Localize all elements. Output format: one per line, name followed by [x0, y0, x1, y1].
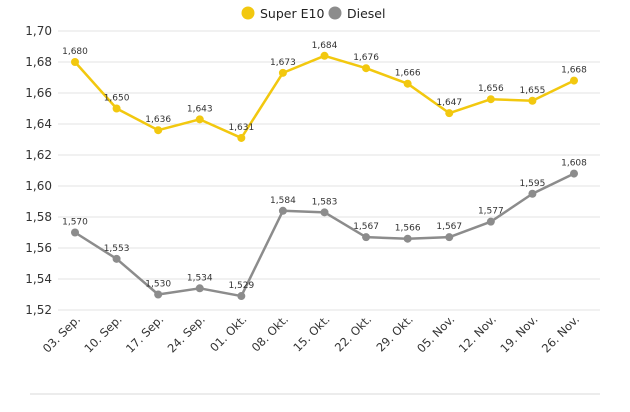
data-label: 1,676	[353, 53, 379, 63]
y-tick-label: 1,54	[25, 272, 52, 286]
x-tick-label: 12. Nov.	[456, 312, 499, 355]
legend-marker	[328, 6, 342, 20]
y-axis: 1,52 1,54 1,56 1,58 1,60 1,62 1,64 1,66 1,68 1,70	[25, 24, 52, 317]
data-point	[403, 234, 412, 243]
data-point	[570, 169, 578, 178]
x-axis: 03. Sep.10. Sep.17. Sep.24. Sep. 01. Okt.…	[40, 312, 582, 355]
data-label: 1,673	[270, 58, 296, 68]
data-label: 1,570	[62, 218, 88, 228]
x-tick-label: 01. Okt.	[207, 312, 249, 354]
x-tick-label: 22. Okt.	[332, 312, 374, 354]
data-point	[278, 68, 287, 77]
data-label: 1,577	[478, 207, 504, 217]
y-tick-label: 1,52	[25, 303, 52, 317]
data-point	[112, 104, 121, 113]
data-label: 1,530	[145, 280, 171, 290]
data-label: 1,567	[353, 222, 379, 232]
data-point	[154, 126, 163, 135]
data-point	[362, 64, 371, 73]
y-tick-label: 1,56	[25, 241, 52, 255]
data-label: 1,584	[270, 196, 296, 206]
data-label: 1,567	[436, 222, 462, 232]
data-point	[320, 208, 329, 217]
y-tick-label: 1,70	[25, 24, 52, 38]
x-tick-label: 26. Nov.	[539, 312, 582, 355]
data-point	[278, 206, 287, 215]
data-point	[570, 76, 578, 85]
legend-label: Diesel	[347, 6, 385, 21]
data-point	[112, 254, 121, 263]
data-label: 1,666	[395, 69, 421, 79]
data-point	[486, 95, 495, 104]
x-tick-label: 03. Sep.	[40, 312, 83, 355]
series-line	[74, 172, 575, 298]
data-point	[486, 217, 495, 226]
legend-marker	[241, 6, 255, 20]
x-tick-label: 19. Nov.	[497, 312, 540, 355]
y-tick-label: 1,60	[25, 179, 52, 193]
data-point	[320, 51, 329, 60]
data-point	[237, 133, 246, 142]
series-line	[74, 54, 575, 140]
grid	[58, 30, 600, 311]
data-label: 1,636	[145, 115, 171, 125]
data-point	[403, 79, 412, 88]
data-point	[71, 58, 79, 66]
y-tick-label: 1,66	[25, 86, 52, 100]
data-label: 1,583	[312, 197, 338, 207]
data-label: 1,656	[478, 84, 504, 94]
data-point	[154, 290, 163, 299]
data-point	[528, 96, 537, 105]
data-point	[195, 284, 204, 293]
data-label: 1,566	[395, 224, 421, 234]
data-label: 1,553	[104, 244, 130, 254]
series-layer: 1,680 1,650 1,636 1,643 1,631 1,673 1,684 1,676…	[62, 41, 587, 301]
legend: Super E10 Diesel	[241, 6, 385, 21]
x-tick-label: 15. Okt.	[290, 312, 332, 354]
data-point	[362, 233, 371, 242]
data-label: 1,655	[520, 86, 546, 96]
x-tick-label: 05. Nov.	[414, 312, 457, 355]
x-tick-label: 17. Sep.	[123, 312, 166, 355]
data-point	[445, 233, 454, 242]
y-tick-label: 1,58	[25, 210, 52, 224]
data-label: 1,668	[561, 66, 587, 76]
data-point	[528, 189, 537, 198]
data-label: 1,650	[104, 94, 130, 104]
data-label: 1,595	[520, 179, 546, 189]
data-point	[195, 115, 204, 124]
x-tick-label: 29. Okt.	[373, 312, 415, 354]
data-label: 1,529	[228, 281, 254, 291]
series-super-e10: 1,680 1,650 1,636 1,643 1,631 1,673 1,684 1,676…	[62, 41, 587, 142]
legend-label: Super E10	[260, 6, 324, 21]
data-point	[237, 292, 246, 301]
data-label: 1,680	[62, 47, 88, 57]
x-tick-label: 08. Okt.	[249, 312, 291, 354]
y-tick-label: 1,62	[25, 148, 52, 162]
data-label: 1,684	[312, 41, 338, 51]
data-label: 1,534	[187, 273, 213, 283]
y-tick-label: 1,64	[25, 117, 52, 131]
data-point	[71, 228, 79, 237]
data-label: 1,643	[187, 104, 213, 114]
series-diesel: 1,570 1,553 1,530 1,534 1,529 1,584 1,583 1,567…	[62, 159, 587, 301]
data-point	[445, 109, 454, 118]
x-tick-label: 24. Sep.	[165, 312, 208, 355]
y-tick-label: 1,68	[25, 55, 52, 69]
x-tick-label: 10. Sep.	[81, 312, 124, 355]
data-label: 1,631	[228, 123, 254, 133]
data-label: 1,608	[561, 159, 587, 169]
data-label: 1,647	[436, 98, 462, 108]
